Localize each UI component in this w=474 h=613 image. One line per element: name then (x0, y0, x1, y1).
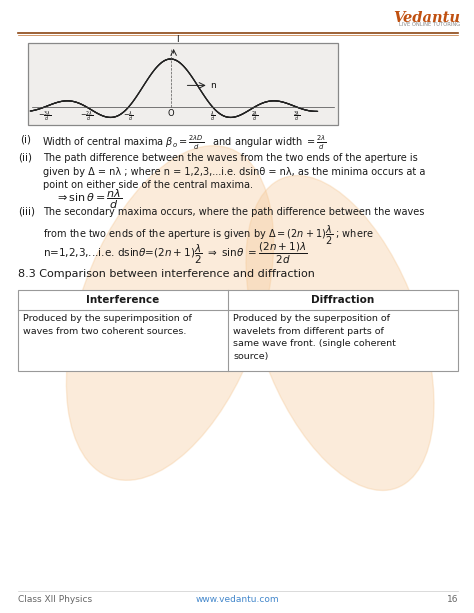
Text: LIVE ONLINE TUTORING: LIVE ONLINE TUTORING (399, 22, 460, 27)
Text: $\frac{\lambda}{d}$: $\frac{\lambda}{d}$ (210, 110, 215, 124)
Text: (i): (i) (20, 134, 31, 144)
Text: (ii): (ii) (18, 153, 32, 163)
Text: Produced by the superposition of
wavelets from different parts of
same wave fron: Produced by the superposition of wavelet… (233, 314, 396, 360)
Text: www.vedantu.com: www.vedantu.com (195, 595, 279, 604)
Text: $-\frac{\lambda}{d}$: $-\frac{\lambda}{d}$ (123, 110, 134, 124)
Text: (iii): (iii) (18, 207, 35, 217)
Text: 16: 16 (447, 595, 458, 604)
Text: $\frac{3\lambda}{d}$: $\frac{3\lambda}{d}$ (293, 110, 301, 124)
Text: $-\frac{3\lambda}{d}$: $-\frac{3\lambda}{d}$ (38, 110, 51, 124)
Text: $\frac{2\lambda}{d}$: $\frac{2\lambda}{d}$ (251, 110, 258, 124)
Text: n=1,2,3,...i.e. dsin$\theta$=$(2n+1)\dfrac{\lambda}{2}$ $\Rightarrow$ sin$\theta: n=1,2,3,...i.e. dsin$\theta$=$(2n+1)\dfr… (43, 241, 307, 266)
Text: O: O (167, 109, 174, 118)
Bar (28, 43, 338, 125)
Text: Width of central maxima $\beta_o = \frac{2\lambda D}{d}$   and angular width $= : Width of central maxima $\beta_o = \frac… (42, 134, 327, 152)
Text: The secondary maxima occurs, where the path difference between the waves
from th: The secondary maxima occurs, where the p… (43, 207, 424, 246)
Text: Vedantu: Vedantu (393, 11, 460, 25)
Text: $\Rightarrow \sin\theta = \dfrac{n\lambda}{d}$: $\Rightarrow \sin\theta = \dfrac{n\lambd… (55, 188, 122, 211)
Bar (18, 290, 458, 371)
Text: The path difference between the waves from the two ends of the aperture is
given: The path difference between the waves fr… (43, 153, 425, 190)
Ellipse shape (66, 146, 273, 481)
Text: Class XII Physics: Class XII Physics (18, 595, 92, 604)
Text: Produced by the superimposition of
waves from two coherent sources.: Produced by the superimposition of waves… (23, 314, 192, 335)
Text: 8.3 Comparison between interference and diffraction: 8.3 Comparison between interference and … (18, 269, 315, 279)
Ellipse shape (246, 175, 434, 490)
Text: $-\frac{2\lambda}{d}$: $-\frac{2\lambda}{d}$ (80, 110, 93, 124)
Text: I: I (177, 35, 179, 44)
Text: Interference: Interference (86, 295, 160, 305)
Text: Diffraction: Diffraction (311, 295, 374, 305)
Text: n: n (210, 81, 216, 90)
